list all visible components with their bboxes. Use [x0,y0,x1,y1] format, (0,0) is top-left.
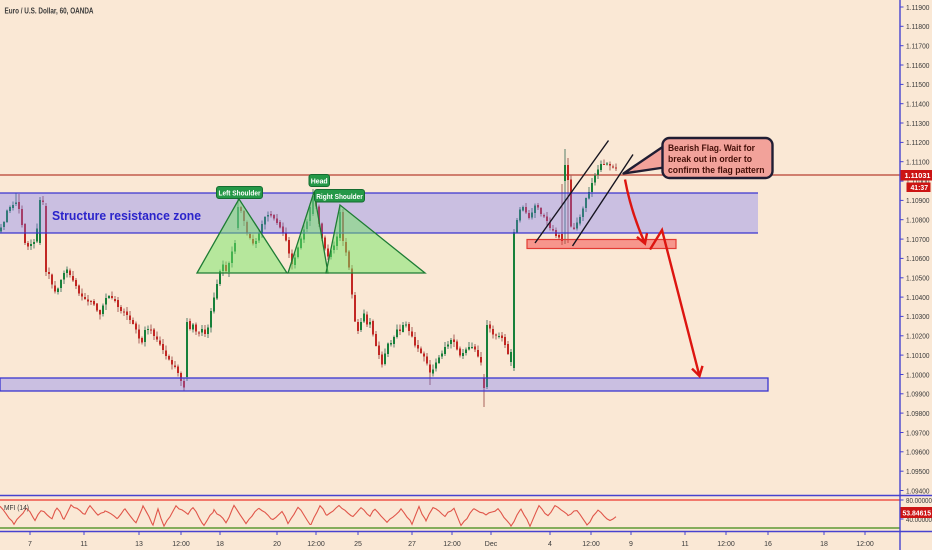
svg-text:1.09900: 1.09900 [906,392,930,399]
svg-text:53.84615: 53.84615 [903,511,932,518]
svg-text:1.10000: 1.10000 [906,372,930,379]
svg-text:1.11700: 1.11700 [906,44,930,51]
svg-text:1.10400: 1.10400 [906,295,930,302]
svg-text:7: 7 [28,541,32,548]
svg-text:9: 9 [629,541,633,548]
svg-text:1.10100: 1.10100 [906,353,930,360]
svg-text:1.10900: 1.10900 [906,198,930,205]
svg-text:Left Shoulder: Left Shoulder [219,191,261,198]
svg-text:1.10800: 1.10800 [906,218,930,225]
svg-text:1.09700: 1.09700 [906,430,930,437]
svg-text:1.11000: 1.11000 [906,179,930,186]
svg-text:Head: Head [311,179,328,186]
svg-text:1.09800: 1.09800 [906,411,930,418]
svg-text:1.10200: 1.10200 [906,334,930,341]
svg-text:18: 18 [216,541,224,548]
svg-text:40.00000: 40.00000 [906,517,932,524]
svg-text:12:00: 12:00 [856,541,874,548]
svg-text:41:37: 41:37 [911,185,929,192]
svg-text:1.11100: 1.11100 [906,160,930,167]
svg-text:13: 13 [135,541,143,548]
svg-text:1.09400: 1.09400 [906,488,930,495]
svg-text:12:00: 12:00 [717,541,735,548]
svg-text:1.10300: 1.10300 [906,314,930,321]
svg-text:20: 20 [273,541,281,548]
svg-text:1.09500: 1.09500 [906,469,930,476]
svg-text:25: 25 [354,541,362,548]
svg-text:11: 11 [681,541,688,548]
svg-text:4: 4 [548,541,552,548]
svg-text:18: 18 [820,541,828,548]
svg-text:Dec: Dec [485,541,498,548]
svg-text:1.11400: 1.11400 [906,102,930,109]
svg-text:confirm the flag pattern: confirm the flag pattern [668,165,765,176]
svg-text:1.11500: 1.11500 [906,82,930,89]
svg-text:80.00000: 80.00000 [906,498,932,505]
svg-text:1.09600: 1.09600 [906,450,930,457]
svg-text:1.11031: 1.11031 [905,173,931,180]
svg-text:1.11800: 1.11800 [906,24,930,31]
svg-text:1.11300: 1.11300 [906,121,930,128]
svg-text:12:00: 12:00 [582,541,600,548]
svg-text:12:00: 12:00 [307,541,325,548]
svg-text:11: 11 [80,541,87,548]
svg-text:1.10700: 1.10700 [906,237,930,244]
svg-text:16: 16 [764,541,772,548]
svg-text:1.11600: 1.11600 [906,63,930,70]
svg-text:12:00: 12:00 [172,541,190,548]
svg-text:Right Shoulder: Right Shoulder [316,194,363,201]
svg-text:12:00: 12:00 [443,541,461,548]
svg-text:1.10500: 1.10500 [906,276,930,283]
svg-text:break out in order to: break out in order to [668,154,752,165]
svg-text:1.10600: 1.10600 [906,256,930,263]
svg-text:Euro / U.S. Dollar, 60, OANDA: Euro / U.S. Dollar, 60, OANDA [5,7,94,16]
svg-text:MFI (14): MFI (14) [4,505,29,512]
svg-text:Structure resistance zone: Structure resistance zone [52,209,201,223]
svg-text:27: 27 [408,541,416,548]
svg-text:1.11200: 1.11200 [906,140,930,147]
svg-text:1.11900: 1.11900 [906,5,930,12]
svg-text:Bearish Flag. Wait for: Bearish Flag. Wait for [668,143,755,154]
